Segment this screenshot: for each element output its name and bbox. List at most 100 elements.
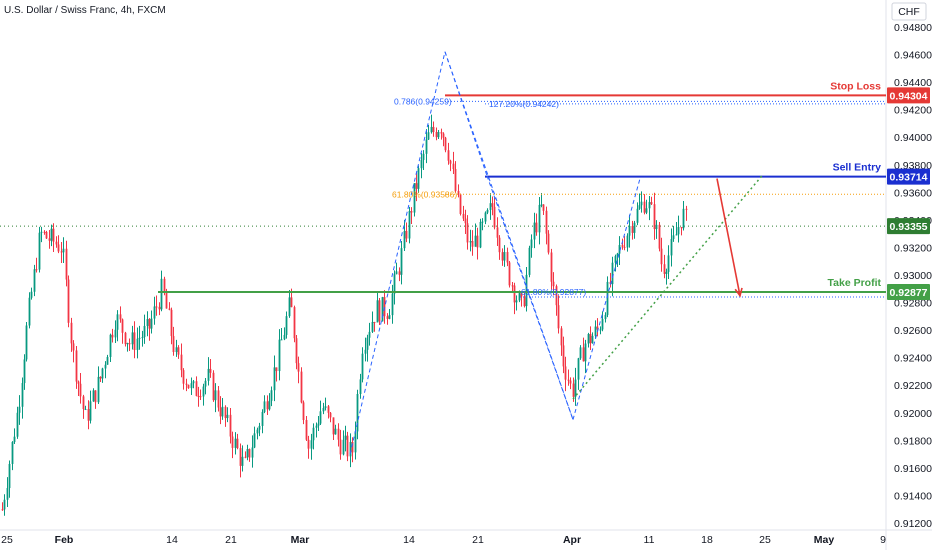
candle-body (481, 221, 484, 223)
plot-area[interactable] (0, 0, 886, 530)
candle-body (653, 204, 656, 230)
candle (87, 400, 90, 430)
level-label: Stop Loss (830, 80, 881, 92)
level-labels: Stop Loss Sell Entry Take Profit 0.786(0.94… (392, 80, 882, 297)
candle (425, 129, 428, 164)
candle (124, 331, 127, 347)
candle-body (542, 204, 545, 211)
candle (378, 298, 381, 326)
candle-body (354, 431, 357, 453)
candle (459, 193, 462, 216)
candle-body (616, 253, 619, 257)
candle (60, 241, 63, 263)
candle (16, 406, 19, 439)
candle (670, 228, 673, 267)
candle-body (258, 425, 261, 430)
candle-body (214, 390, 217, 401)
candle-body (273, 367, 276, 391)
candle-body (334, 428, 337, 435)
candle (528, 245, 531, 278)
candle (344, 425, 347, 452)
candle (214, 383, 217, 413)
candle-body (11, 442, 14, 464)
candle-body (501, 252, 504, 261)
candle (185, 378, 188, 392)
price-tag[interactable]: 0.94304 (887, 87, 930, 104)
level-label: Take Profit (828, 277, 882, 289)
candle-body (685, 208, 688, 210)
candle (435, 127, 438, 141)
candle-body (114, 329, 117, 338)
price-tick-label: 0.91600 (894, 463, 932, 475)
candle-body (1, 509, 4, 511)
candle (38, 226, 41, 273)
candle-body (97, 376, 100, 403)
candle (55, 236, 58, 248)
candle-body (447, 150, 450, 161)
candle-body (606, 281, 609, 315)
price-tag-value: 0.94304 (890, 90, 928, 102)
candle-body (62, 248, 65, 253)
candle (297, 356, 300, 384)
candle (302, 400, 305, 425)
candle-body (268, 400, 271, 410)
candle (266, 395, 269, 416)
candle (599, 326, 602, 335)
candle-body (378, 300, 381, 322)
candle (275, 367, 278, 382)
candle-body (18, 406, 21, 413)
candle-body (584, 343, 587, 362)
candle-body (75, 350, 78, 382)
candle (361, 347, 364, 383)
candle (685, 205, 688, 221)
candle-body (356, 394, 359, 432)
candle (631, 220, 634, 240)
candle-body (172, 336, 175, 352)
candle-body (648, 202, 651, 209)
time-tick-label: 25 (1, 534, 13, 546)
price-tag[interactable]: 0.92877 (887, 283, 930, 300)
candle (89, 390, 92, 424)
price-tag[interactable]: 0.93714 (887, 168, 930, 185)
candle-body (155, 306, 158, 308)
candle (476, 227, 479, 260)
time-axis[interactable]: 25 Feb 14 21 Mar 14 21 Apr 11 18 25 May 9 (1, 534, 886, 546)
candle (317, 415, 320, 432)
price-axis[interactable]: 0.948000.946000.944000.942000.940000.938… (894, 22, 932, 530)
candle-body (496, 227, 499, 238)
candle-body (486, 209, 489, 213)
fib-label: 61.80%(0.92877) (521, 287, 586, 297)
candle (427, 124, 430, 141)
candle (33, 264, 36, 297)
candle-body (290, 297, 293, 308)
candle-body (55, 241, 58, 245)
candle-body (70, 322, 73, 344)
price-tag[interactable]: 0.93355 (887, 218, 930, 235)
candle-body (226, 414, 229, 419)
candle (466, 215, 469, 250)
currency-button[interactable]: CHF (891, 2, 927, 21)
price-tag-bg (887, 168, 930, 185)
candle (464, 209, 467, 235)
candle-body (285, 316, 288, 335)
candle-body (677, 227, 680, 235)
candle-body (148, 319, 151, 329)
candle-body (60, 251, 63, 253)
candle (332, 417, 335, 440)
candle-body (452, 163, 455, 170)
price-tick-label: 0.91200 (894, 518, 932, 530)
candle-body (57, 244, 60, 252)
candle-body (16, 412, 19, 437)
candle-body (197, 395, 200, 397)
candle (50, 224, 53, 247)
candle (364, 337, 367, 362)
candle (111, 328, 114, 343)
candle-body (386, 316, 389, 319)
candle (72, 340, 75, 363)
candle (116, 310, 119, 342)
candle-body (168, 308, 171, 310)
candle-body (601, 319, 604, 330)
candle-body (280, 339, 283, 341)
candle-body (469, 241, 472, 243)
